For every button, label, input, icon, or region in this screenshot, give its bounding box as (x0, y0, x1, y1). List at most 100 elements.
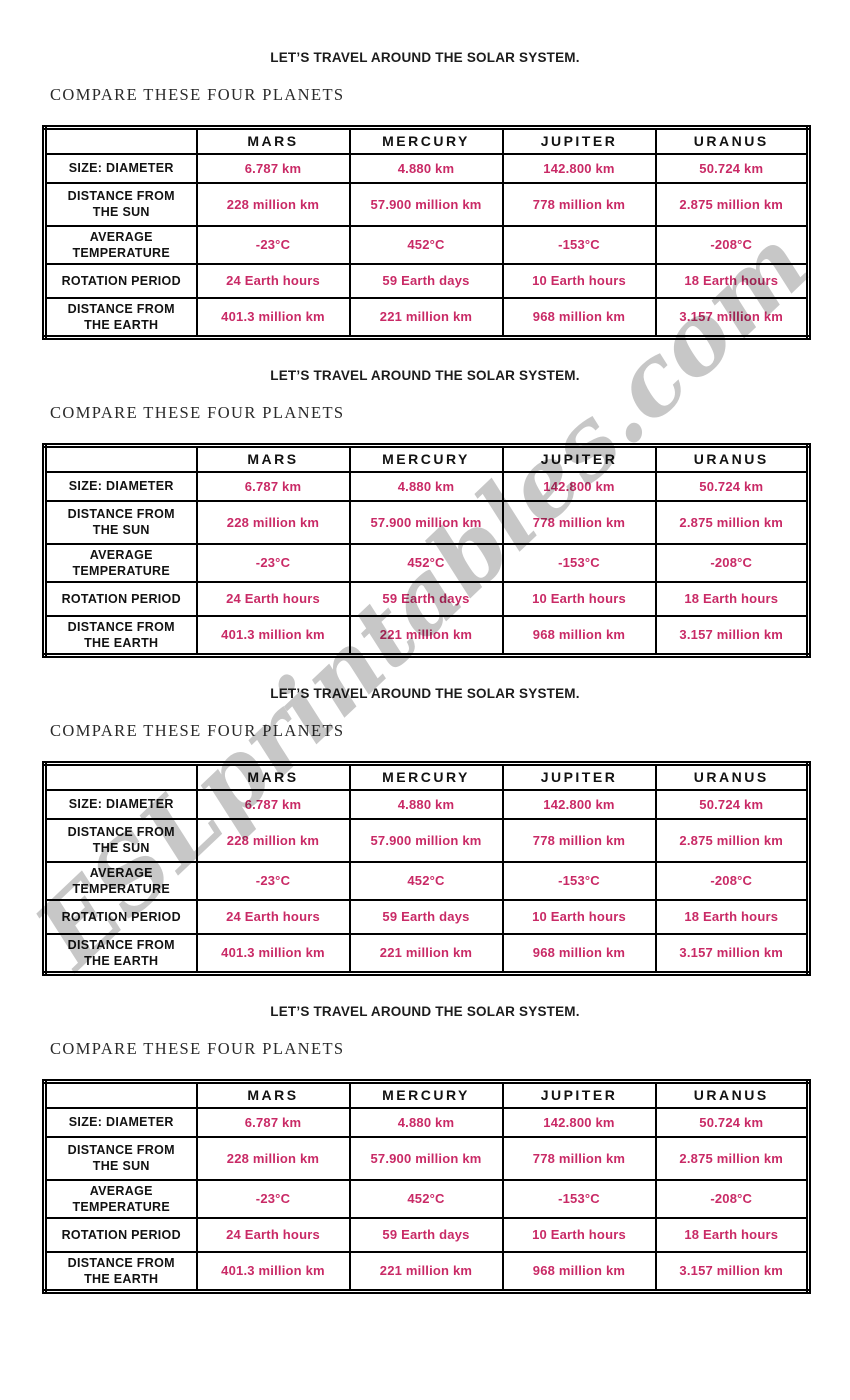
data-cell: 50.724 km (654, 1106, 810, 1138)
data-cell: 2.875 million km (654, 181, 810, 227)
data-cell: 6.787 km (195, 152, 351, 184)
data-cell: -23°C (195, 224, 351, 265)
column-header-uranus: URANUS (654, 444, 810, 473)
data-cell: 142.800 km (501, 788, 657, 820)
column-header-jupiter: JUPITER (501, 126, 657, 155)
column-header-mercury: MERCURY (348, 1080, 504, 1109)
data-cell: 401.3 million km (195, 932, 351, 975)
column-header-mars: MARS (195, 126, 351, 155)
table-row: SIZE: DIAMETER 6.787 km 4.880 km 142.800 km… (43, 1106, 810, 1138)
data-cell: 57.900 million km (348, 817, 504, 863)
data-cell: 4.880 km (348, 788, 504, 820)
column-header-mercury: MERCURY (348, 126, 504, 155)
row-label: SIZE: DIAMETER (43, 152, 198, 184)
table-row: DISTANCE FROM THE EARTH 401.3 million km 2… (43, 932, 810, 975)
row-label: DISTANCE FROM THE SUN (43, 499, 198, 545)
data-cell: 968 million km (501, 296, 657, 339)
data-cell: 59 Earth days (348, 1216, 504, 1253)
data-cell: 10 Earth hours (501, 262, 657, 299)
data-cell: 18 Earth hours (654, 898, 810, 935)
data-cell: 50.724 km (654, 788, 810, 820)
data-cell: 2.875 million km (654, 817, 810, 863)
table-row: ROTATION PERIOD 24 Earth hours 59 Earth da… (43, 1216, 810, 1253)
planet-comparison-block: LET’S TRAVEL AROUND THE SOLAR SYSTEM. CO… (42, 1004, 811, 1294)
data-cell: 778 million km (501, 499, 657, 545)
row-label: ROTATION PERIOD (43, 1216, 198, 1253)
data-cell: -153°C (501, 860, 657, 901)
row-label: ROTATION PERIOD (43, 262, 198, 299)
data-cell: 59 Earth days (348, 898, 504, 935)
data-cell: -23°C (195, 860, 351, 901)
data-cell: -208°C (654, 224, 810, 265)
data-cell: 24 Earth hours (195, 262, 351, 299)
data-cell: 18 Earth hours (654, 1216, 810, 1253)
row-label: DISTANCE FROM THE SUN (43, 181, 198, 227)
data-cell: -208°C (654, 1178, 810, 1219)
data-cell: 57.900 million km (348, 181, 504, 227)
data-cell: 59 Earth days (348, 262, 504, 299)
page-title: LET’S TRAVEL AROUND THE SOLAR SYSTEM. (270, 686, 580, 701)
table-row: SIZE: DIAMETER 6.787 km 4.880 km 142.800 km… (43, 788, 810, 820)
data-cell: 6.787 km (195, 788, 351, 820)
data-cell: 59 Earth days (348, 580, 504, 617)
data-cell: 50.724 km (654, 470, 810, 502)
data-cell: 142.800 km (501, 470, 657, 502)
column-header-mercury: MERCURY (348, 762, 504, 791)
column-header-jupiter: JUPITER (501, 762, 657, 791)
table-row: AVERAGE TEMPERATURE -23°C 452°C -153°C -208°… (43, 542, 810, 583)
row-label: DISTANCE FROM THE EARTH (43, 932, 198, 975)
data-cell: 228 million km (195, 817, 351, 863)
data-cell: 142.800 km (501, 1106, 657, 1138)
data-cell: 18 Earth hours (654, 262, 810, 299)
data-cell: 228 million km (195, 499, 351, 545)
table-header-row: MARS MERCURY JUPITER URANUS (43, 1080, 810, 1109)
data-cell: 778 million km (501, 1135, 657, 1181)
page-title: LET’S TRAVEL AROUND THE SOLAR SYSTEM. (270, 1004, 580, 1019)
data-cell: 57.900 million km (348, 1135, 504, 1181)
data-cell: 452°C (348, 1178, 504, 1219)
data-cell: 401.3 million km (195, 614, 351, 657)
row-label: SIZE: DIAMETER (43, 470, 198, 502)
column-header-jupiter: JUPITER (501, 444, 657, 473)
row-label: DISTANCE FROM THE EARTH (43, 1250, 198, 1293)
row-label: SIZE: DIAMETER (43, 788, 198, 820)
data-cell: 968 million km (501, 614, 657, 657)
row-label: AVERAGE TEMPERATURE (43, 224, 198, 265)
data-cell: 221 million km (348, 614, 504, 657)
data-cell: 228 million km (195, 181, 351, 227)
planet-comparison-block: LET’S TRAVEL AROUND THE SOLAR SYSTEM. CO… (42, 50, 811, 340)
table-row: DISTANCE FROM THE SUN 228 million km 57.90… (43, 1135, 810, 1181)
data-cell: -208°C (654, 860, 810, 901)
page-title: LET’S TRAVEL AROUND THE SOLAR SYSTEM. (270, 368, 580, 383)
data-cell: 10 Earth hours (501, 898, 657, 935)
table-row: AVERAGE TEMPERATURE -23°C 452°C -153°C -208°… (43, 1178, 810, 1219)
corner-cell (43, 762, 198, 791)
data-cell: 401.3 million km (195, 296, 351, 339)
planet-comparison-table: MARS MERCURY JUPITER URANUS SIZE: DIAMETER 6… (42, 443, 811, 658)
data-cell: -208°C (654, 542, 810, 583)
column-header-mars: MARS (195, 1080, 351, 1109)
table-row: ROTATION PERIOD 24 Earth hours 59 Earth da… (43, 580, 810, 617)
section-subtitle: COMPARE THESE FOUR PLANETS (50, 721, 345, 740)
planet-comparison-table: MARS MERCURY JUPITER URANUS SIZE: DIAMETER 6… (42, 1079, 811, 1294)
planet-comparison-block: LET’S TRAVEL AROUND THE SOLAR SYSTEM. CO… (42, 368, 811, 658)
data-cell: 10 Earth hours (501, 1216, 657, 1253)
data-cell: -153°C (501, 224, 657, 265)
row-label: SIZE: DIAMETER (43, 1106, 198, 1138)
table-header-row: MARS MERCURY JUPITER URANUS (43, 126, 810, 155)
data-cell: 10 Earth hours (501, 580, 657, 617)
data-cell: 3.157 million km (654, 932, 810, 975)
section-subtitle: COMPARE THESE FOUR PLANETS (50, 1039, 345, 1058)
data-cell: 228 million km (195, 1135, 351, 1181)
data-cell: 18 Earth hours (654, 580, 810, 617)
planet-comparison-table: MARS MERCURY JUPITER URANUS SIZE: DIAMETER 6… (42, 125, 811, 340)
row-label: DISTANCE FROM THE EARTH (43, 296, 198, 339)
row-label: AVERAGE TEMPERATURE (43, 860, 198, 901)
section-subtitle: COMPARE THESE FOUR PLANETS (50, 403, 345, 422)
column-header-jupiter: JUPITER (501, 1080, 657, 1109)
column-header-mercury: MERCURY (348, 444, 504, 473)
table-row: ROTATION PERIOD 24 Earth hours 59 Earth da… (43, 262, 810, 299)
data-cell: 778 million km (501, 817, 657, 863)
worksheet-blocks: LET’S TRAVEL AROUND THE SOLAR SYSTEM. CO… (42, 50, 811, 1294)
row-label: AVERAGE TEMPERATURE (43, 1178, 198, 1219)
